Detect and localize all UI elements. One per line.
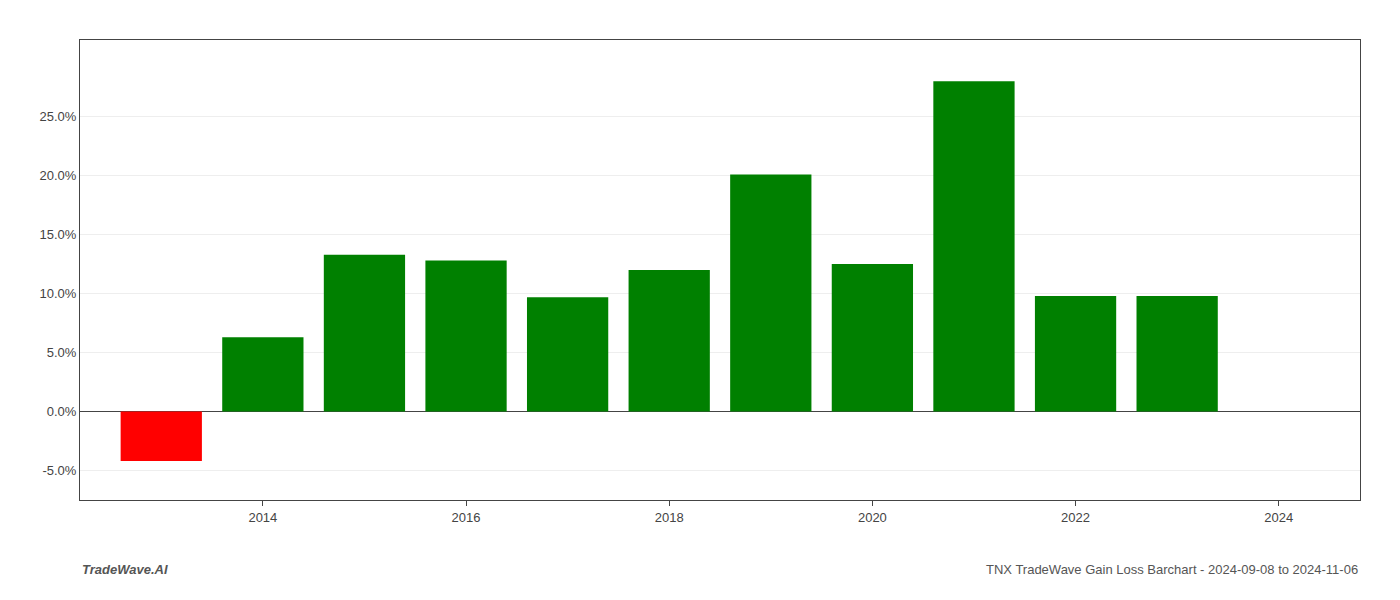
- svg-text:20.0%: 20.0%: [40, 168, 77, 183]
- svg-text:2020: 2020: [858, 510, 887, 525]
- svg-text:2024: 2024: [1264, 510, 1293, 525]
- svg-text:2018: 2018: [655, 510, 684, 525]
- svg-text:2014: 2014: [248, 510, 277, 525]
- svg-text:2016: 2016: [452, 510, 481, 525]
- svg-text:25.0%: 25.0%: [40, 109, 77, 124]
- svg-text:TNX TradeWave Gain Loss Barcha: TNX TradeWave Gain Loss Barchart - 2024-…: [986, 562, 1358, 577]
- svg-text:0.0%: 0.0%: [47, 404, 77, 419]
- svg-text:5.0%: 5.0%: [47, 345, 77, 360]
- svg-text:15.0%: 15.0%: [40, 227, 77, 242]
- svg-text:TradeWave.AI: TradeWave.AI: [82, 562, 168, 577]
- svg-text:2022: 2022: [1061, 510, 1090, 525]
- svg-text:10.0%: 10.0%: [40, 286, 77, 301]
- svg-text:-5.0%: -5.0%: [42, 463, 76, 478]
